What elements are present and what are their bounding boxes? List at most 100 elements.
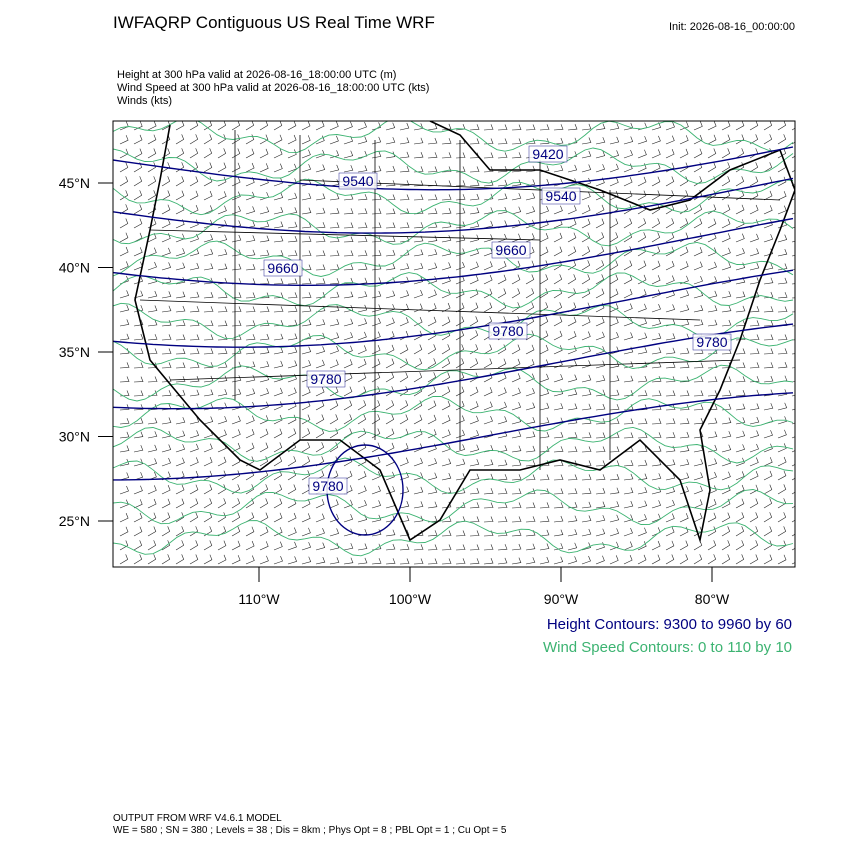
- wind-contour: [113, 364, 794, 402]
- wind-barb: [119, 554, 129, 565]
- wind-barb: [735, 554, 745, 565]
- wind-barb: [175, 512, 185, 523]
- wind-barb: [343, 414, 353, 425]
- wind-barb: [133, 121, 143, 131]
- wind-barb: [749, 376, 760, 383]
- wind-barb: [623, 176, 633, 187]
- wind-barb: [385, 372, 395, 383]
- wind-barb: [161, 247, 171, 257]
- wind-barb: [259, 163, 269, 173]
- wind-barb: [777, 191, 787, 201]
- wind-barb: [511, 165, 522, 173]
- wind-barb: [483, 387, 493, 397]
- wind-barb: [735, 148, 745, 159]
- wind-barb: [315, 149, 325, 159]
- wind-barb: [511, 260, 521, 271]
- wind-barb: [595, 204, 605, 215]
- wind-barb: [217, 121, 227, 131]
- wind-barb: [735, 247, 745, 257]
- wind-barb: [693, 554, 703, 565]
- wind-barb: [427, 249, 438, 257]
- contour-label-box: [491, 241, 531, 259]
- wind-barb: [665, 121, 675, 131]
- wind-barb: [469, 330, 479, 341]
- wind-barb: [343, 305, 354, 313]
- wind-barb: [441, 166, 452, 173]
- wind-barb: [245, 347, 256, 355]
- lat-tick-label: 35°N: [59, 344, 90, 360]
- wind-barb: [441, 530, 452, 537]
- wind-barb: [189, 526, 199, 537]
- wind-barb: [161, 512, 171, 523]
- wind-barb: [483, 401, 493, 411]
- wind-barb: [609, 432, 620, 439]
- wind-barb: [357, 345, 367, 355]
- wind-barb: [217, 263, 228, 271]
- wind-barb: [651, 390, 662, 397]
- wind-barb: [455, 330, 465, 341]
- wind-contour: [113, 489, 794, 526]
- wind-barb: [497, 387, 507, 397]
- wind-barb: [609, 246, 619, 257]
- wind-barb: [273, 306, 284, 313]
- wind-barb: [161, 204, 171, 215]
- wind-barb: [119, 261, 129, 271]
- wind-barb: [539, 232, 549, 243]
- wind-barb: [175, 376, 186, 383]
- wind-barb: [483, 261, 493, 271]
- wind-barb: [567, 164, 578, 173]
- wind-barb: [315, 319, 326, 327]
- wind-barb: [567, 474, 578, 481]
- wind-barb: [637, 527, 647, 537]
- wind-barb: [581, 316, 591, 327]
- wind-barb: [399, 330, 409, 341]
- wind-barb: [413, 235, 424, 243]
- wind-barb: [665, 218, 675, 229]
- wind-barb: [189, 262, 200, 271]
- wind-barb: [693, 540, 703, 551]
- wind-barb: [301, 149, 311, 159]
- wind-barb: [525, 274, 535, 285]
- lat-tick-label: 30°N: [59, 429, 90, 445]
- wind-barb: [581, 488, 592, 495]
- wind-barb: [469, 516, 480, 523]
- wind-barb: [203, 484, 213, 495]
- wind-barb: [651, 135, 661, 145]
- wind-barb: [399, 317, 409, 327]
- wind-barb: [287, 414, 297, 425]
- wind-barb: [427, 137, 438, 145]
- wind-barb: [273, 333, 284, 341]
- wind-barb: [609, 514, 620, 523]
- height-contour: [113, 177, 794, 234]
- lat-tick-label: 45°N: [59, 175, 90, 191]
- wind-barb: [595, 274, 605, 285]
- wind-barb: [287, 134, 297, 145]
- wind-barb: [301, 513, 311, 523]
- wind-barb: [553, 543, 564, 551]
- wind-barb: [707, 512, 717, 523]
- wind-barb: [455, 261, 465, 271]
- wind-barb: [175, 444, 185, 453]
- wind-barb: [189, 306, 200, 313]
- wind-barb: [287, 235, 298, 243]
- wind-barb: [259, 249, 270, 257]
- wind-barb: [273, 148, 283, 159]
- wind-barb: [231, 121, 241, 131]
- wind-barb: [329, 499, 339, 509]
- wind-barb: [259, 206, 270, 215]
- wind-barb: [609, 555, 619, 565]
- wind-barb: [343, 514, 353, 523]
- contour-label: 9660: [495, 242, 526, 258]
- wind-barb: [203, 176, 213, 187]
- wind-barb: [707, 276, 718, 285]
- subtitle: Winds (kts): [117, 95, 172, 107]
- wind-barb: [119, 162, 129, 173]
- wind-barb: [595, 164, 605, 173]
- wind-barb: [749, 430, 760, 439]
- wind-barb: [273, 541, 283, 551]
- wind-barb: [777, 361, 788, 369]
- wind-barb: [539, 260, 549, 271]
- wind-barb: [301, 414, 311, 425]
- wind-barb: [455, 221, 466, 229]
- wind-barb: [665, 246, 675, 257]
